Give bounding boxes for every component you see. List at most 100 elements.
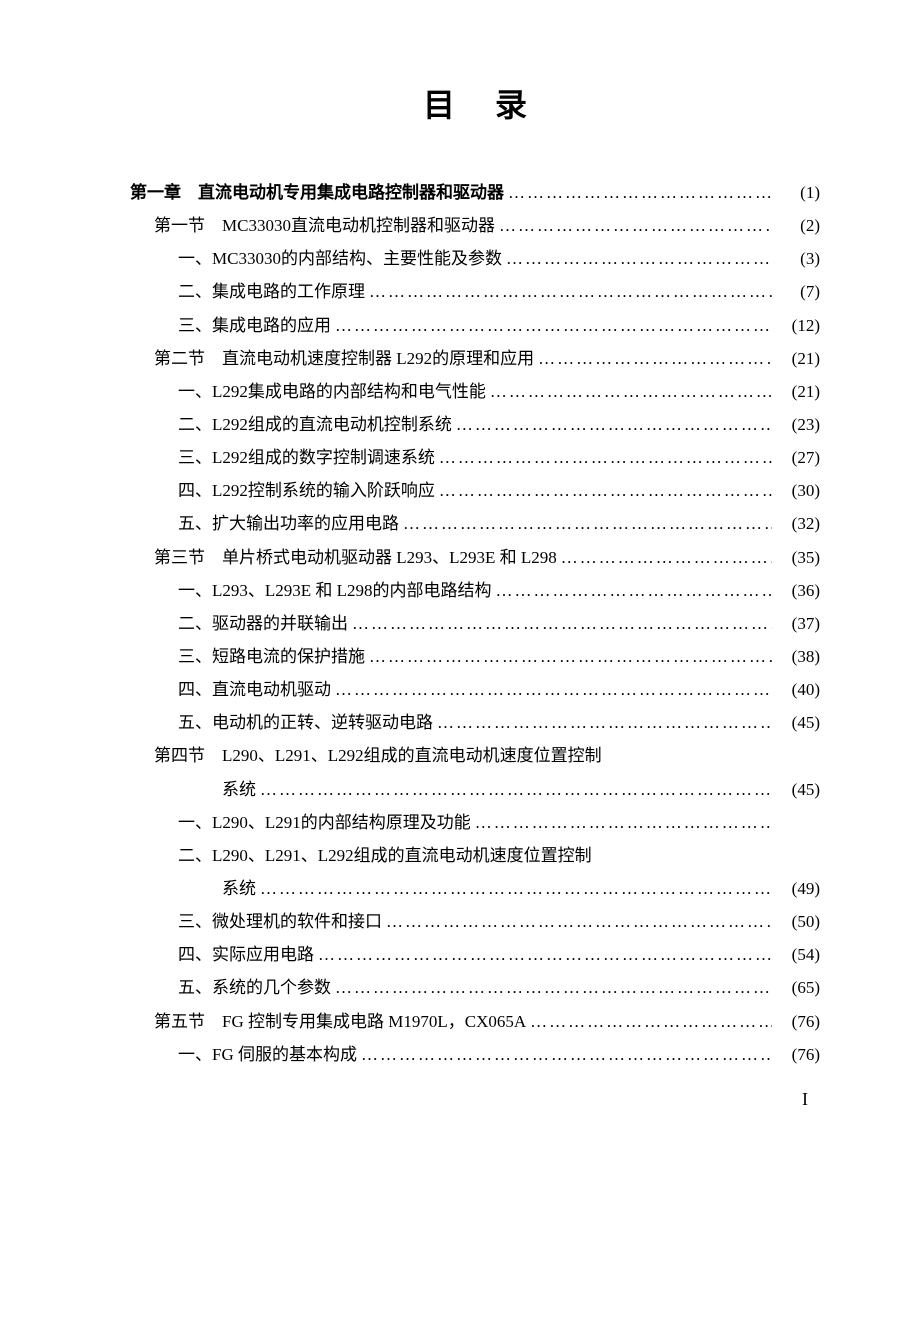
toc-leader-dots: ……………………………………………………………………………………………… (365, 275, 772, 308)
toc-entry: 二、L292组成的直流电动机控制系统…………………………………………………………… (130, 408, 820, 441)
toc-entry-page: (21) (772, 375, 820, 408)
toc-entry-label: 第一节 MC33030直流电动机控制器和驱动器 (154, 209, 495, 242)
toc-entry-label: 第五节 FG 控制专用集成电路 M1970L，CX065A (154, 1005, 526, 1038)
toc-leader-dots: ……………………………………………………………………………………………… (557, 541, 772, 574)
toc-entry-page: (2) (772, 209, 820, 242)
toc-entry-page: (35) (772, 541, 820, 574)
toc-entry-label: 三、L292组成的数字控制调速系统 (178, 441, 435, 474)
toc-leader-dots: ……………………………………………………………………………………………… (435, 474, 772, 507)
toc-entry-label: 二、L290、L291、L292组成的直流电动机速度位置控制 (178, 839, 592, 872)
toc-entry: 三、集成电路的应用…………………………………………………………………………………… (130, 309, 820, 342)
toc-entry-label: 第一章 直流电动机专用集成电路控制器和驱动器 (130, 176, 504, 209)
toc-entry: 二、集成电路的工作原理……………………………………………………………………………… (130, 275, 820, 308)
toc-leader-dots: ……………………………………………………………………………………………… (365, 640, 772, 673)
toc-entry-label: 四、实际应用电路 (178, 938, 314, 971)
toc-leader-dots: ……………………………………………………………………………………………… (471, 806, 772, 839)
toc-leader-dots: ……………………………………………………………………………………………… (256, 872, 772, 905)
toc-entry: 第三节 单片桥式电动机驱动器 L293、L293E 和 L298……………………… (130, 541, 820, 574)
toc-entry-label: 五、电动机的正转、逆转驱动电路 (178, 706, 433, 739)
toc-leader-dots: ……………………………………………………………………………………………… (452, 408, 772, 441)
toc-entry: 二、L290、L291、L292组成的直流电动机速度位置控制 (130, 839, 820, 872)
toc-entry-page: (3) (772, 242, 820, 275)
toc-entry-label: 第二节 直流电动机速度控制器 L292的原理和应用 (154, 342, 534, 375)
toc-entry: 第一章 直流电动机专用集成电路控制器和驱动器………………………………………………… (130, 176, 820, 209)
toc-entry-page: (45) (772, 706, 820, 739)
toc-leader-dots: ……………………………………………………………………………………………… (331, 673, 772, 706)
toc-entry: 三、微处理机的软件和接口…………………………………………………………………………… (130, 905, 820, 938)
toc-entry-label: 二、集成电路的工作原理 (178, 275, 365, 308)
toc-entry-label: 三、微处理机的软件和接口 (178, 905, 382, 938)
toc-entry-page: (12) (772, 309, 820, 342)
toc-entry: 一、FG 伺服的基本构成…………………………………………………………………………… (130, 1038, 820, 1071)
toc-entry-label: 一、L292集成电路的内部结构和电气性能 (178, 375, 486, 408)
toc-entry-label: 四、L292控制系统的输入阶跃响应 (178, 474, 435, 507)
toc-leader-dots: ……………………………………………………………………………………………… (331, 971, 772, 1004)
toc-entry-label: 一、L293、L293E 和 L298的内部电路结构 (178, 574, 492, 607)
toc-entry-label: 一、MC33030的内部结构、主要性能及参数 (178, 242, 502, 275)
toc-entry-page: (23) (772, 408, 820, 441)
toc-list: 第一章 直流电动机专用集成电路控制器和驱动器………………………………………………… (130, 176, 820, 1071)
toc-entry-label: 二、驱动器的并联输出 (178, 607, 348, 640)
toc-leader-dots: ……………………………………………………………………………………………… (314, 938, 772, 971)
toc-leader-dots: ……………………………………………………………………………………………… (526, 1005, 772, 1038)
toc-leader-dots: ……………………………………………………………………………………………… (486, 375, 772, 408)
toc-leader-dots: ……………………………………………………………………………………………… (348, 607, 772, 640)
toc-leader-dots: ……………………………………………………………………………………………… (492, 574, 772, 607)
toc-entry-label: 二、L292组成的直流电动机控制系统 (178, 408, 452, 441)
toc-entry: 第四节 L290、L291、L292组成的直流电动机速度位置控制 (130, 739, 820, 772)
toc-entry-label: 五、扩大输出功率的应用电路 (178, 507, 399, 540)
toc-entry-page: (30) (772, 474, 820, 507)
toc-leader-dots: ……………………………………………………………………………………………… (534, 342, 772, 375)
toc-entry: 二、驱动器的并联输出………………………………………………………………………………… (130, 607, 820, 640)
toc-entry-page: (40) (772, 673, 820, 706)
toc-page: 目录 第一章 直流电动机专用集成电路控制器和驱动器………………………………………… (0, 0, 920, 1170)
toc-entry-page: (65) (772, 971, 820, 1004)
toc-entry-page: (1) (772, 176, 820, 209)
toc-entry-label: 一、FG 伺服的基本构成 (178, 1038, 357, 1071)
toc-entry: 四、L292控制系统的输入阶跃响应……………………………………………………………… (130, 474, 820, 507)
toc-entry-label: 三、集成电路的应用 (178, 309, 331, 342)
toc-leader-dots: ……………………………………………………………………………………………… (502, 242, 772, 275)
toc-entry: 三、L292组成的数字控制调速系统……………………………………………………………… (130, 441, 820, 474)
toc-entry: 系统………………………………………………………………………………………………(4… (130, 773, 820, 806)
toc-entry: 系统………………………………………………………………………………………………(4… (130, 872, 820, 905)
toc-entry: 一、MC33030的内部结构、主要性能及参数………………………………………………… (130, 242, 820, 275)
toc-entry: 第五节 FG 控制专用集成电路 M1970L，CX065A……………………………… (130, 1005, 820, 1038)
toc-leader-dots: ……………………………………………………………………………………………… (331, 309, 772, 342)
toc-entry: 一、L290、L291的内部结构原理及功能…………………………………………………… (130, 806, 820, 839)
toc-entry-label: 五、系统的几个参数 (178, 971, 331, 1004)
toc-entry: 第二节 直流电动机速度控制器 L292的原理和应用………………………………………… (130, 342, 820, 375)
toc-entry-label: 第三节 单片桥式电动机驱动器 L293、L293E 和 L298 (154, 541, 557, 574)
toc-entry: 四、直流电动机驱动…………………………………………………………………………………… (130, 673, 820, 706)
toc-entry-label: 三、短路电流的保护措施 (178, 640, 365, 673)
toc-leader-dots: ……………………………………………………………………………………………… (495, 209, 772, 242)
toc-entry: 一、L293、L293E 和 L298的内部电路结构……………………………………… (130, 574, 820, 607)
toc-entry-page: (36) (772, 574, 820, 607)
toc-entry: 一、L292集成电路的内部结构和电气性能……………………………………………………… (130, 375, 820, 408)
toc-entry-page: (27) (772, 441, 820, 474)
toc-leader-dots: ……………………………………………………………………………………………… (435, 441, 772, 474)
toc-entry-page: (49) (772, 872, 820, 905)
toc-leader-dots: ……………………………………………………………………………………………… (399, 507, 772, 540)
toc-entry-label: 一、L290、L291的内部结构原理及功能 (178, 806, 471, 839)
toc-entry: 五、系统的几个参数…………………………………………………………………………………… (130, 971, 820, 1004)
toc-leader-dots: ……………………………………………………………………………………………… (357, 1038, 772, 1071)
toc-entry-page: (76) (772, 1005, 820, 1038)
toc-leader-dots: ……………………………………………………………………………………………… (504, 176, 772, 209)
page-number: I (130, 1089, 820, 1110)
toc-leader-dots: ……………………………………………………………………………………………… (433, 706, 772, 739)
toc-entry-page: (50) (772, 905, 820, 938)
toc-entry-page: (21) (772, 342, 820, 375)
toc-entry-page: (37) (772, 607, 820, 640)
toc-entry-page: (7) (772, 275, 820, 308)
toc-entry-page: (76) (772, 1038, 820, 1071)
toc-entry: 五、扩大输出功率的应用电路………………………………………………………………………… (130, 507, 820, 540)
toc-entry: 第一节 MC33030直流电动机控制器和驱动器……………………………………………… (130, 209, 820, 242)
toc-entry: 三、短路电流的保护措施……………………………………………………………………………… (130, 640, 820, 673)
toc-leader-dots: ……………………………………………………………………………………………… (256, 773, 772, 806)
toc-entry-label: 系统 (222, 872, 256, 905)
toc-entry-page: (38) (772, 640, 820, 673)
toc-entry-page: (45) (772, 773, 820, 806)
toc-entry-label: 四、直流电动机驱动 (178, 673, 331, 706)
toc-entry-page: (54) (772, 938, 820, 971)
